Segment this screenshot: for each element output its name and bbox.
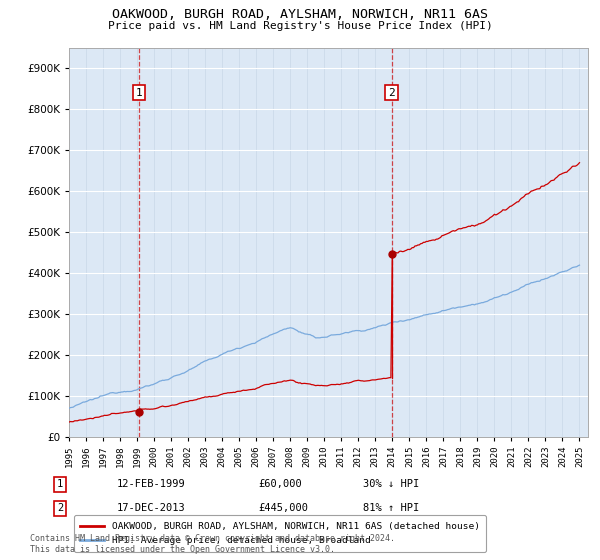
Text: OAKWOOD, BURGH ROAD, AYLSHAM, NORWICH, NR11 6AS: OAKWOOD, BURGH ROAD, AYLSHAM, NORWICH, N…: [112, 8, 488, 21]
Text: 1: 1: [136, 88, 142, 97]
Text: 2: 2: [388, 88, 395, 97]
Text: 12-FEB-1999: 12-FEB-1999: [117, 479, 186, 489]
Text: 30% ↓ HPI: 30% ↓ HPI: [363, 479, 419, 489]
Text: £60,000: £60,000: [258, 479, 302, 489]
Text: 81% ↑ HPI: 81% ↑ HPI: [363, 503, 419, 514]
Text: This data is licensed under the Open Government Licence v3.0.: This data is licensed under the Open Gov…: [30, 545, 335, 554]
Text: £445,000: £445,000: [258, 503, 308, 514]
Text: 17-DEC-2013: 17-DEC-2013: [117, 503, 186, 514]
Text: Contains HM Land Registry data © Crown copyright and database right 2024.: Contains HM Land Registry data © Crown c…: [30, 534, 395, 543]
Text: 1: 1: [57, 479, 63, 489]
Legend: OAKWOOD, BURGH ROAD, AYLSHAM, NORWICH, NR11 6AS (detached house), HPI: Average p: OAKWOOD, BURGH ROAD, AYLSHAM, NORWICH, N…: [74, 515, 486, 552]
Text: 2: 2: [57, 503, 63, 514]
Text: Price paid vs. HM Land Registry's House Price Index (HPI): Price paid vs. HM Land Registry's House …: [107, 21, 493, 31]
